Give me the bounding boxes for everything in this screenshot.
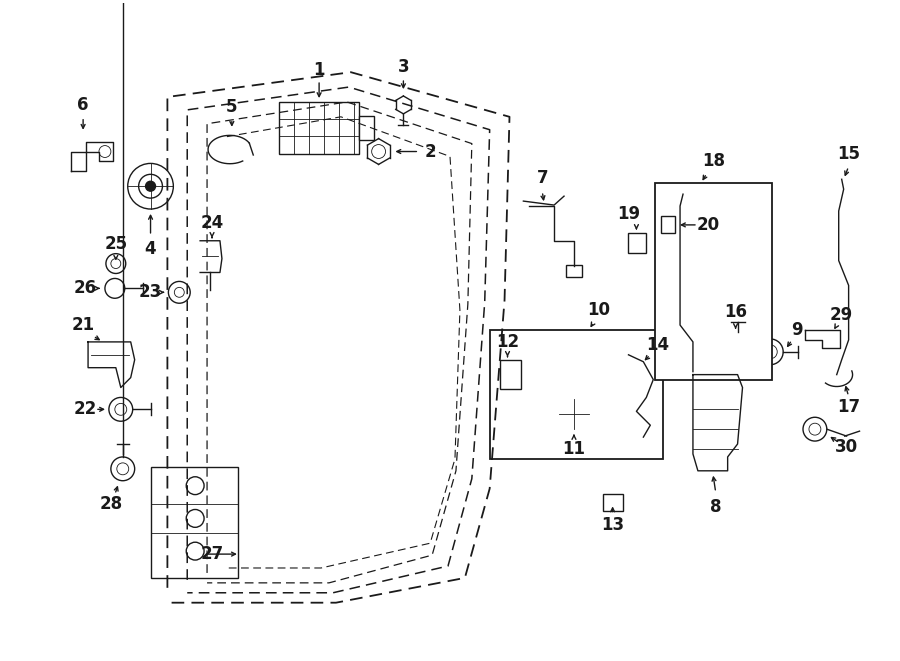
Text: 5: 5 xyxy=(226,98,238,116)
Text: 2: 2 xyxy=(425,143,436,161)
Text: 29: 29 xyxy=(830,306,853,324)
Text: 3: 3 xyxy=(398,58,410,76)
Text: 18: 18 xyxy=(702,153,725,171)
Bar xyxy=(359,116,374,139)
Text: 27: 27 xyxy=(201,545,223,563)
Bar xyxy=(279,102,359,153)
Text: 26: 26 xyxy=(74,280,96,297)
Text: 14: 14 xyxy=(647,336,670,354)
Text: 19: 19 xyxy=(616,205,640,223)
Bar xyxy=(727,332,748,352)
Text: 16: 16 xyxy=(724,303,747,321)
Text: 20: 20 xyxy=(697,216,719,234)
Text: 21: 21 xyxy=(71,316,94,334)
Text: 25: 25 xyxy=(104,235,128,253)
Bar xyxy=(662,216,675,233)
Bar xyxy=(603,494,623,512)
Text: 28: 28 xyxy=(99,494,122,512)
Text: 12: 12 xyxy=(496,333,519,351)
Text: 9: 9 xyxy=(791,321,803,339)
Text: 1: 1 xyxy=(313,61,325,79)
Text: 11: 11 xyxy=(562,440,585,458)
Bar xyxy=(655,183,772,379)
Text: 23: 23 xyxy=(139,284,162,301)
Bar xyxy=(490,330,663,459)
Bar xyxy=(150,467,238,578)
Bar xyxy=(500,360,521,389)
Text: 24: 24 xyxy=(201,214,223,232)
Text: 30: 30 xyxy=(835,438,859,456)
Text: 22: 22 xyxy=(74,401,96,418)
Text: 7: 7 xyxy=(536,169,548,187)
Text: 10: 10 xyxy=(587,301,610,319)
Text: 4: 4 xyxy=(145,240,157,258)
Bar xyxy=(566,264,582,278)
Text: 13: 13 xyxy=(601,516,625,534)
Circle shape xyxy=(146,181,156,191)
Text: 6: 6 xyxy=(77,96,89,114)
Text: 17: 17 xyxy=(837,399,860,416)
Text: 8: 8 xyxy=(710,498,722,516)
Text: 15: 15 xyxy=(837,145,860,163)
Bar xyxy=(628,233,646,253)
